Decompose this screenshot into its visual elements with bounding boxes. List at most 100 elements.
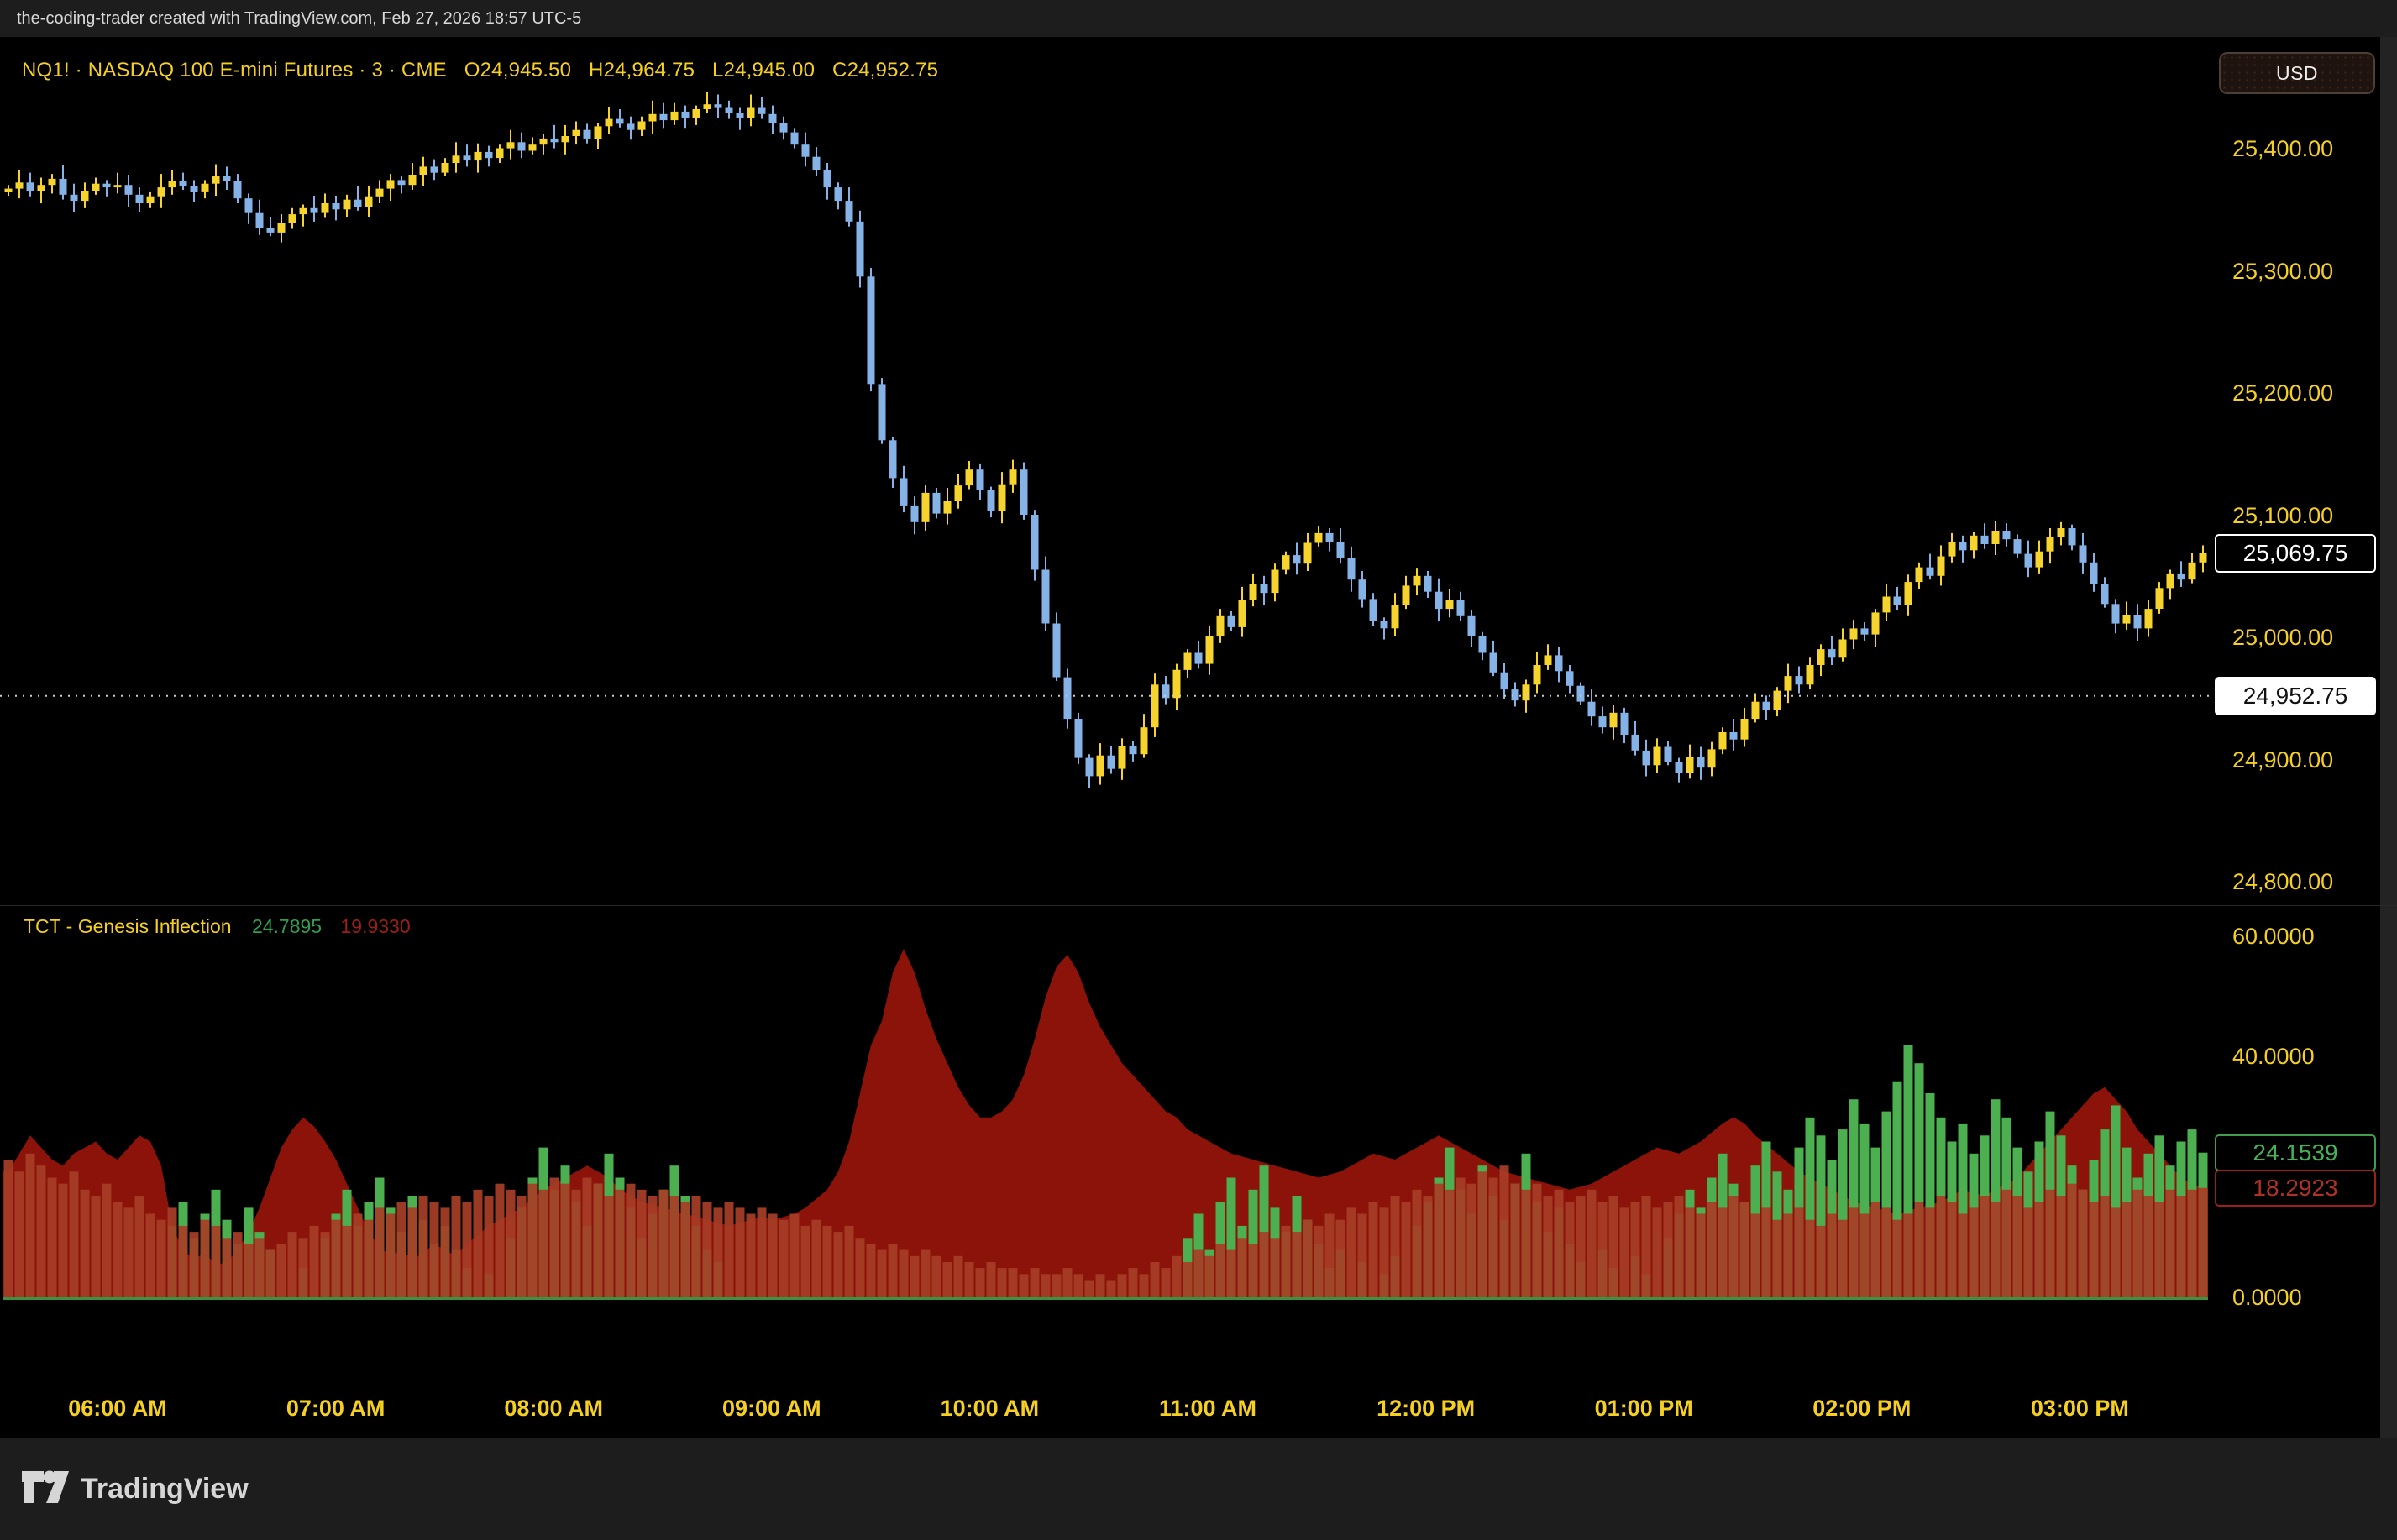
- candle-up: [648, 113, 657, 122]
- candle-up: [299, 207, 307, 215]
- indicator-red-bar: [1183, 1262, 1193, 1298]
- ohlc-low: L24,945.00: [712, 59, 816, 81]
- candle-up: [943, 501, 952, 514]
- indicator-red-bar: [1925, 1207, 1935, 1298]
- candle-up: [1391, 605, 1399, 629]
- indicator-red-bar: [1084, 1280, 1094, 1298]
- indicator-red-bar: [353, 1213, 363, 1298]
- indicator-red-bar: [855, 1238, 865, 1299]
- candle-down: [1380, 621, 1388, 629]
- candle-up: [2166, 573, 2174, 589]
- indicator-red-bar: [1849, 1207, 1859, 1298]
- price-tick: 24,800.00: [2232, 869, 2334, 894]
- indicator-red-bar: [604, 1196, 614, 1298]
- indicator-red-bar: [1663, 1202, 1673, 1298]
- indicator-red-bar: [1739, 1202, 1749, 1298]
- indicator-red-bar: [506, 1189, 516, 1298]
- indicator-red-bar: [1062, 1268, 1073, 1298]
- indicator-red-bar: [1324, 1213, 1335, 1298]
- ohlc-open: O24,945.50: [464, 59, 572, 81]
- time-tick: 12:00 PM: [1377, 1396, 1476, 1421]
- candle-down: [1260, 584, 1268, 594]
- indicator-red-bar: [1510, 1183, 1520, 1298]
- indicator-red-bar: [1445, 1189, 1455, 1298]
- candle-down: [812, 156, 821, 170]
- candle-down: [310, 207, 318, 213]
- candle-down: [1664, 746, 1672, 762]
- indicator-red-bar: [615, 1189, 625, 1298]
- indicator-red-bar: [211, 1225, 221, 1298]
- indicator-red-bar: [418, 1196, 428, 1298]
- indicator-red-bar: [320, 1232, 330, 1298]
- candle-down: [1435, 591, 1443, 610]
- indicator-title[interactable]: TCT - Genesis Inflection: [24, 915, 232, 937]
- symbol-header[interactable]: NQ1! · NASDAQ 100 E-mini Futures · 3 · C…: [22, 59, 950, 82]
- symbol-title[interactable]: NQ1! · NASDAQ 100 E-mini Futures · 3 · C…: [22, 59, 447, 81]
- indicator-red-bar: [1576, 1196, 1586, 1298]
- indicator-red-bar: [1041, 1274, 1051, 1298]
- candle-down: [2068, 528, 2076, 546]
- candle-wick-down: [270, 217, 271, 237]
- current-price-value: 24,952.75: [2242, 682, 2348, 709]
- indicator-green-bar: [1881, 1111, 1891, 1298]
- indicator-red-axis-label: 18.2923: [2215, 1169, 2376, 1207]
- candle-down: [1031, 515, 1039, 570]
- indicator-red-bar: [2187, 1189, 2197, 1298]
- candle-down: [255, 212, 264, 228]
- indicator-red-bar: [222, 1238, 232, 1299]
- candle-up: [1151, 684, 1159, 728]
- indicator-red-bar: [549, 1177, 559, 1298]
- candle-down: [1980, 535, 1989, 544]
- indicator-red-bar: [134, 1196, 144, 1298]
- indicator-red-bar: [997, 1268, 1007, 1298]
- candle-down: [1162, 684, 1170, 699]
- indicator-red-bar: [429, 1202, 439, 1298]
- candle-down: [179, 181, 187, 186]
- candle-up: [692, 109, 700, 118]
- indicator-red-bar: [396, 1202, 406, 1298]
- candle-down: [2013, 539, 2022, 554]
- candle-down: [714, 104, 722, 108]
- indicator-red-bar: [2154, 1202, 2164, 1298]
- candle-down: [1795, 676, 1803, 685]
- candle-down: [845, 201, 853, 222]
- currency-button[interactable]: USD: [2219, 52, 2375, 94]
- indicator-red-bar: [1412, 1189, 1422, 1298]
- time-tick: 06:00 AM: [68, 1396, 167, 1421]
- candle-down: [1620, 712, 1629, 735]
- brand-name[interactable]: TradingView: [81, 1473, 249, 1505]
- footer-bar: [0, 1438, 2397, 1540]
- candle-up: [37, 185, 45, 191]
- indicator-red-bar: [1947, 1202, 1957, 1298]
- candle-up: [1009, 469, 1017, 485]
- indicator-green-bar: [1849, 1099, 1859, 1298]
- candle-down: [1129, 746, 1137, 755]
- candle-down: [2111, 604, 2120, 624]
- indicator-header[interactable]: TCT - Genesis Inflection 24.7895 19.9330: [24, 915, 411, 938]
- indicator-red-bar: [1128, 1268, 1138, 1298]
- candle-down: [1041, 569, 1050, 624]
- indicator-red-bar: [626, 1183, 636, 1298]
- candle-down: [1424, 575, 1432, 592]
- candle-down: [900, 478, 908, 506]
- candle-wick-down: [1929, 553, 1931, 580]
- indicator-red-bar: [178, 1225, 188, 1298]
- indicator-red-bar: [560, 1183, 570, 1298]
- tradingview-logo-icon[interactable]: [20, 1468, 71, 1506]
- candle-up: [419, 166, 427, 175]
- indicator-red-bar: [254, 1238, 265, 1299]
- indicator-red-bar: [1117, 1274, 1127, 1298]
- indicator-red-bar: [47, 1177, 57, 1298]
- candle-up: [1784, 676, 1792, 691]
- candle-down: [1293, 555, 1301, 564]
- candle-down: [354, 199, 362, 207]
- candle-up: [572, 129, 580, 136]
- candle-up: [1172, 669, 1181, 699]
- pane-divider[interactable]: [0, 905, 2397, 906]
- candle-down: [1358, 579, 1366, 600]
- candle-down: [1587, 701, 1596, 717]
- indicator-red-bar: [582, 1177, 592, 1298]
- attribution-bar: the-coding-trader created with TradingVi…: [0, 0, 2397, 37]
- indicator-red-bar: [265, 1249, 275, 1298]
